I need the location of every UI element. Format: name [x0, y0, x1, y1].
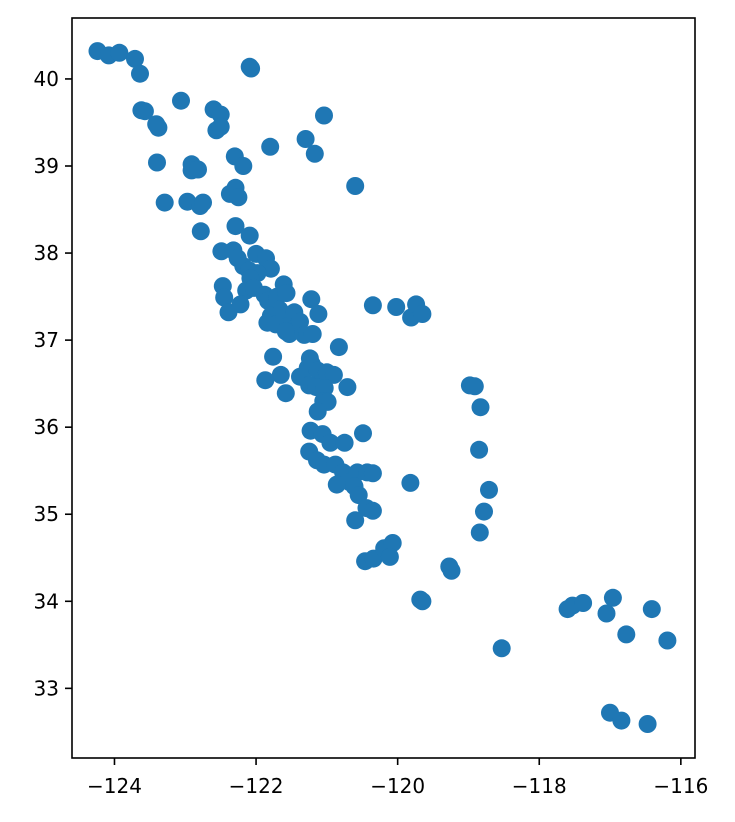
data-point	[261, 137, 280, 156]
data-point	[471, 398, 490, 417]
data-point	[658, 631, 677, 650]
data-point	[638, 715, 657, 733]
data-point	[363, 296, 382, 315]
data-point	[321, 433, 340, 452]
data-point	[315, 379, 334, 397]
data-point	[401, 473, 420, 492]
data-point	[135, 102, 154, 121]
data-point	[155, 193, 174, 212]
data-point	[231, 295, 250, 314]
data-points	[88, 42, 677, 733]
data-point	[276, 384, 295, 403]
data-point	[363, 501, 382, 520]
data-point	[110, 43, 129, 62]
data-point	[229, 188, 248, 207]
data-point	[346, 511, 365, 530]
data-point	[264, 347, 283, 366]
data-point	[309, 305, 328, 323]
x-tick-label: −118	[512, 774, 567, 798]
data-point	[603, 588, 622, 607]
data-point	[329, 338, 348, 357]
data-point	[346, 177, 365, 195]
data-point	[211, 117, 230, 136]
data-point	[315, 106, 333, 125]
data-point	[324, 365, 343, 384]
data-point	[276, 322, 295, 341]
x-tick-label: −116	[653, 774, 708, 798]
data-point	[240, 226, 259, 245]
data-point	[226, 217, 245, 236]
data-point	[131, 64, 149, 83]
data-point	[148, 153, 166, 172]
data-point	[383, 534, 402, 552]
data-point	[303, 325, 322, 343]
data-point	[612, 711, 631, 730]
data-point	[242, 59, 261, 78]
data-point	[349, 486, 368, 505]
y-tick-label: 35	[34, 502, 59, 526]
data-point	[597, 604, 616, 623]
data-point	[480, 480, 498, 499]
data-point	[335, 433, 354, 452]
y-axis: 33 34 35 36 37 38 39 40	[34, 67, 72, 700]
x-tick-label: −120	[370, 774, 425, 798]
y-tick-label: 40	[34, 67, 59, 91]
data-point	[126, 49, 144, 68]
x-axis: −124 −122 −120 −118 −116	[87, 758, 708, 798]
data-point	[215, 288, 234, 307]
data-point	[327, 475, 346, 494]
axes-frame	[71, 17, 696, 759]
data-point	[149, 118, 168, 137]
data-point	[470, 523, 489, 542]
data-point	[277, 284, 296, 303]
data-point	[363, 464, 382, 483]
data-point	[465, 377, 484, 396]
y-tick-label: 39	[34, 154, 59, 178]
data-point	[470, 440, 489, 459]
data-point	[617, 625, 636, 644]
x-tick-label: −122	[229, 774, 284, 798]
data-point	[492, 639, 511, 658]
y-tick-label: 33	[34, 676, 59, 700]
x-tick-label: −124	[87, 774, 142, 798]
data-point	[387, 298, 406, 316]
y-tick-label: 34	[34, 589, 59, 613]
data-point	[191, 222, 210, 241]
data-point	[308, 402, 327, 421]
data-point	[413, 305, 432, 323]
data-point	[172, 91, 190, 110]
data-point	[380, 547, 399, 566]
data-point	[338, 378, 357, 397]
data-point	[189, 160, 207, 179]
data-point	[475, 502, 493, 521]
data-point	[354, 424, 372, 443]
y-tick-label: 38	[34, 241, 59, 265]
data-point	[296, 130, 315, 148]
data-point	[271, 365, 290, 384]
data-point	[642, 600, 661, 619]
data-point	[305, 144, 324, 163]
y-tick-label: 36	[34, 415, 59, 439]
data-point	[574, 594, 593, 612]
data-point	[442, 561, 461, 580]
data-point	[194, 193, 212, 212]
data-point	[302, 290, 321, 309]
data-point	[256, 371, 275, 390]
y-tick-label: 37	[34, 328, 59, 352]
data-point	[413, 592, 432, 611]
data-point	[234, 157, 253, 175]
